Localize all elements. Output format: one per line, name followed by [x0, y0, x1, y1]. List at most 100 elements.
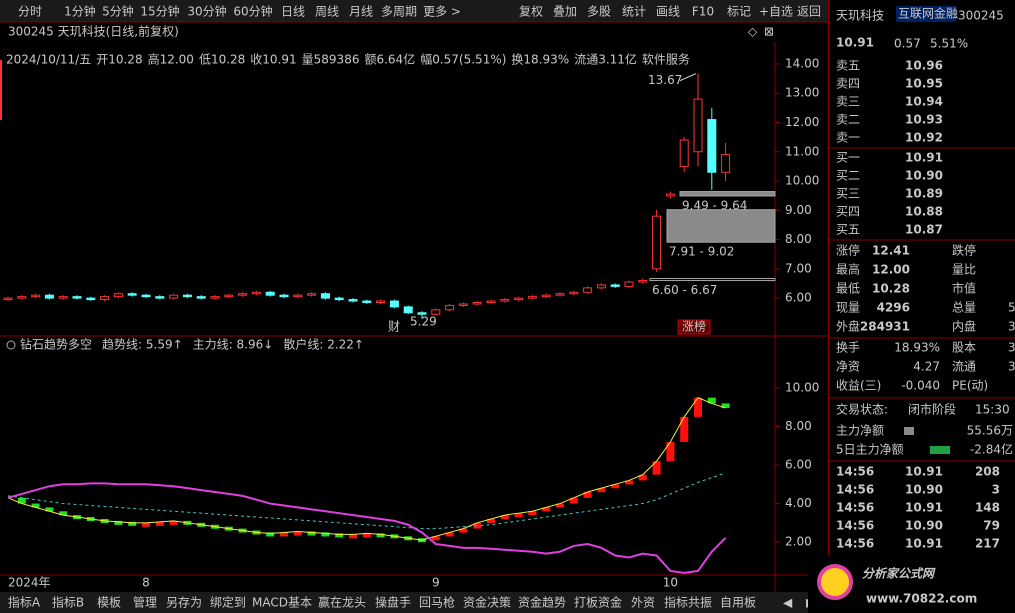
- toolbar-item[interactable]: +自选: [759, 5, 793, 19]
- indicator-toggle[interactable]: [6, 340, 16, 350]
- ask-label: 卖二: [836, 113, 860, 127]
- toolbar-item[interactable]: 复权: [519, 5, 543, 19]
- tab[interactable]: 自用板: [720, 596, 756, 610]
- watermark-url: www.70822.com: [866, 592, 977, 606]
- candle-body: [583, 287, 593, 293]
- gap-box: [666, 209, 776, 243]
- trade-price: 10.91: [905, 465, 943, 479]
- tab[interactable]: 操盘手: [375, 595, 411, 610]
- toolbar-item[interactable]: 叠加: [553, 5, 577, 19]
- candle-body: [3, 297, 13, 301]
- change: 0.57: [894, 37, 921, 51]
- toolbar-item[interactable]: 更多 >: [423, 5, 461, 19]
- y-tick-label: 8.00: [785, 419, 812, 433]
- info-item: 流通3.11亿: [574, 52, 637, 67]
- toolbar-item[interactable]: 画线: [656, 5, 680, 19]
- tab[interactable]: 赢在龙头: [318, 595, 366, 610]
- toolbar-item[interactable]: 分时: [18, 5, 42, 19]
- indicator-bar: [114, 520, 123, 525]
- toolbar-item[interactable]: 60分钟: [233, 4, 272, 19]
- tab[interactable]: 管理: [133, 595, 157, 610]
- tab[interactable]: 绑定到: [210, 595, 246, 610]
- stat-value: 10.28: [872, 282, 910, 296]
- indicator-bar: [611, 484, 620, 489]
- status-label: 交易状态:: [836, 402, 888, 417]
- indicator-bar: [583, 492, 592, 498]
- info-item: 开10.28: [96, 53, 142, 67]
- toolbar-item[interactable]: 多周期: [381, 5, 417, 19]
- toolbar-item[interactable]: 统计: [622, 5, 646, 19]
- candle-body: [665, 193, 675, 197]
- toolbar-item[interactable]: 日线: [281, 5, 305, 19]
- y-tick-label: 4.00: [785, 496, 812, 510]
- toolbar-item[interactable]: 月线: [349, 5, 373, 19]
- scroll-left[interactable]: ◀: [783, 596, 793, 610]
- indicator-bar: [652, 461, 661, 475]
- indicator-bar: [569, 497, 578, 504]
- tab[interactable]: 指标A: [8, 595, 41, 610]
- tab[interactable]: MACD基本: [252, 596, 312, 610]
- ask-price: 10.94: [905, 95, 943, 109]
- info-item: 2024/10/11/五: [6, 53, 91, 67]
- stat-value: 18.93%: [894, 341, 940, 355]
- tab[interactable]: 资金决策: [463, 595, 511, 610]
- toolbar-item[interactable]: 1分钟: [64, 4, 96, 19]
- candle-body: [348, 299, 358, 302]
- tab[interactable]: 模板: [97, 596, 121, 610]
- candle-body: [320, 293, 330, 299]
- indicator-bar: [293, 531, 302, 536]
- tab[interactable]: 指标共振: [664, 595, 712, 610]
- toolbar-item[interactable]: 多股: [587, 5, 611, 19]
- icon-close: ⊠: [764, 25, 774, 39]
- gap-label: 7.91 - 9.02: [669, 245, 734, 259]
- candle-body: [541, 294, 551, 298]
- info-item: 软件服务: [642, 52, 690, 67]
- toolbar-item[interactable]: 30分钟: [187, 4, 226, 19]
- flow-icon: [904, 427, 914, 435]
- toolbar-item[interactable]: 5分钟: [102, 4, 134, 19]
- info-item: 幅0.57(5.51%): [420, 52, 506, 67]
- indicator-bar: [694, 397, 702, 417]
- tab[interactable]: 另存为: [166, 596, 202, 610]
- y-tick-label: 14.00: [785, 56, 819, 70]
- tab[interactable]: 打板资金: [574, 595, 622, 610]
- ask-price: 10.95: [905, 77, 943, 91]
- candle-body: [307, 293, 317, 296]
- candle-body: [652, 215, 662, 270]
- candle-body: [265, 291, 275, 296]
- bid-price: 10.88: [905, 205, 943, 219]
- toolbar-item[interactable]: 15分钟: [140, 4, 179, 19]
- toolbar-item[interactable]: 标记: [727, 5, 751, 19]
- toolbar-item[interactable]: 返回: [797, 5, 821, 19]
- stat-label: 现量: [836, 301, 860, 315]
- tab[interactable]: 资金趋势: [518, 595, 566, 610]
- flow-label: 主力净额: [836, 424, 884, 438]
- indicator-bar: [431, 536, 440, 541]
- toolbar-item[interactable]: F10: [692, 5, 714, 19]
- tab[interactable]: 回马枪: [419, 595, 455, 610]
- trade-volume: 208: [975, 465, 1000, 479]
- y-tick-label: 12.00: [785, 115, 819, 129]
- watermark-title: 分析家公式网: [862, 567, 936, 581]
- candle-body: [72, 296, 82, 299]
- candle-body: [17, 296, 27, 299]
- toolbar-item[interactable]: 周线: [315, 5, 339, 19]
- gap-box: [679, 191, 776, 197]
- stat-label: 涨停: [836, 243, 860, 258]
- candle-body: [596, 284, 606, 289]
- y-tick-label: 8.00: [785, 232, 812, 246]
- candle-body: [569, 291, 579, 295]
- watermark-logo: [817, 564, 853, 600]
- tab[interactable]: 指标B: [52, 595, 84, 610]
- stat-value: 284931: [860, 320, 910, 334]
- candle-body: [679, 139, 689, 167]
- legend-value: : 5.59↑: [138, 338, 183, 352]
- indicator-bar: [31, 503, 40, 508]
- x-tick-label: 9: [432, 576, 440, 590]
- candle-body: [182, 294, 192, 298]
- candle-body: [514, 297, 524, 301]
- stat-label: 跌停: [952, 243, 976, 258]
- tab[interactable]: 外资: [631, 596, 655, 610]
- y-tick-label: 9.00: [785, 203, 812, 217]
